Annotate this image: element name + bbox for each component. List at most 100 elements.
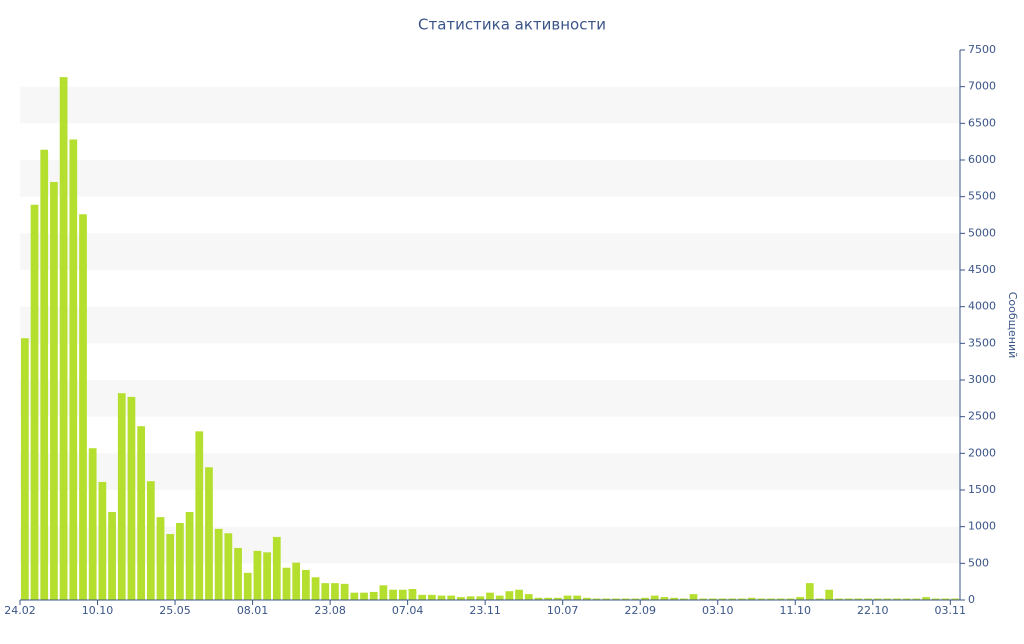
bar <box>757 598 766 600</box>
bar <box>476 596 485 600</box>
x-tick-label: 11.10 <box>780 604 812 617</box>
bar <box>214 528 223 600</box>
bar <box>931 598 940 600</box>
y-tick-label: 1000 <box>968 520 996 533</box>
bar <box>427 594 436 600</box>
y-tick-label: 6500 <box>968 116 996 129</box>
bar <box>108 512 116 600</box>
bar <box>302 569 310 600</box>
bar <box>592 598 601 600</box>
bar <box>418 594 427 600</box>
bar <box>486 592 494 600</box>
y-tick-label: 3000 <box>968 373 996 386</box>
x-tick-label: 08.01 <box>237 604 269 617</box>
x-tick-label: 07.04 <box>392 604 424 617</box>
bar <box>738 598 746 600</box>
bar <box>854 598 863 600</box>
bar <box>515 589 523 600</box>
bar <box>941 598 950 600</box>
bar <box>69 139 78 600</box>
bar <box>447 595 456 600</box>
x-tick-label: 03.11 <box>935 604 967 617</box>
bar <box>59 77 68 601</box>
x-tick-label: 10.10 <box>82 604 114 617</box>
bar <box>369 591 378 600</box>
bar <box>398 589 407 600</box>
grid-band <box>20 86 960 124</box>
bar <box>612 598 620 600</box>
bar <box>873 598 882 600</box>
bar <box>20 338 29 600</box>
bar <box>137 426 146 600</box>
bar <box>457 597 465 600</box>
bar <box>350 592 359 600</box>
bar <box>466 596 475 600</box>
y-tick-label: 6000 <box>968 153 996 166</box>
grid-band <box>20 160 960 197</box>
x-tick-label: 25.05 <box>159 604 191 617</box>
bar <box>864 598 872 600</box>
y-tick-label: 1500 <box>968 483 996 496</box>
bar <box>146 481 155 600</box>
bar <box>922 597 930 600</box>
bar <box>495 595 504 600</box>
bar <box>50 182 58 600</box>
bar <box>553 597 562 600</box>
bar <box>524 594 533 600</box>
bar <box>176 523 184 600</box>
bar <box>544 597 553 600</box>
y-tick-label: 0 <box>968 593 975 606</box>
bar <box>205 467 213 600</box>
y-tick-label: 7000 <box>968 80 996 93</box>
bar <box>505 591 514 600</box>
bar <box>583 597 591 600</box>
grid-band <box>20 453 960 490</box>
bar <box>224 533 233 600</box>
bar <box>912 598 921 600</box>
y-axis-label: Сообщений <box>1006 292 1019 359</box>
x-tick-label: 10.07 <box>547 604 579 617</box>
chart-title: Статистика активности <box>418 16 606 34</box>
bar <box>679 598 688 600</box>
bar <box>185 512 194 600</box>
bar <box>951 598 960 600</box>
x-tick-label: 24.02 <box>4 604 36 617</box>
bar <box>796 597 804 600</box>
bar <box>292 562 301 600</box>
bar <box>534 597 543 600</box>
x-tick-label: 03.10 <box>702 604 734 617</box>
bar <box>660 597 669 600</box>
bar <box>40 149 49 600</box>
bar <box>641 597 649 600</box>
bar <box>88 448 97 600</box>
x-tick-label: 23.11 <box>469 604 501 617</box>
y-tick-label: 500 <box>968 556 989 569</box>
bar <box>98 481 107 600</box>
bar <box>883 598 892 600</box>
bar <box>602 598 611 600</box>
bar <box>844 598 853 600</box>
bar <box>379 585 388 600</box>
bar <box>825 589 834 600</box>
bar <box>389 589 397 600</box>
bar <box>699 598 708 600</box>
bar <box>243 572 252 600</box>
bar <box>815 598 824 600</box>
bar <box>728 598 737 600</box>
bar <box>670 597 678 600</box>
bar <box>340 583 349 600</box>
grid-band <box>20 380 960 417</box>
bar <box>321 583 330 600</box>
bar <box>272 536 281 600</box>
grid-band <box>20 233 960 270</box>
bar <box>79 214 87 600</box>
bar <box>805 583 814 600</box>
y-tick-label: 5000 <box>968 226 996 239</box>
y-tick-label: 3500 <box>968 336 996 349</box>
bar <box>834 598 843 600</box>
bar <box>127 396 136 600</box>
bar <box>747 597 756 600</box>
bar <box>776 598 785 600</box>
bar <box>195 431 204 600</box>
